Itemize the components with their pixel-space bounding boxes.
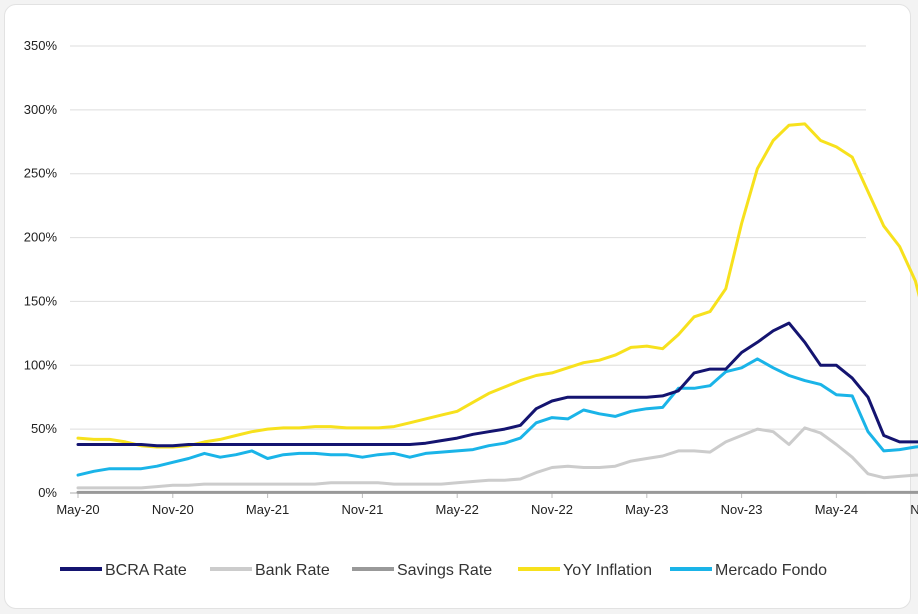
series-line-mercado-fondo	[76, 357, 918, 477]
y-tick-label: 300%	[24, 102, 58, 117]
series-line-bank-rate	[76, 426, 918, 490]
legend-label-mercado-fondo: Mercado Fondo	[715, 562, 827, 579]
y-axis-ticks: 0% 50% 100% 150% 200% 250% 300% 350%	[24, 38, 58, 500]
x-tick-label: Nov-23	[721, 502, 763, 517]
y-tick-label: 50%	[31, 421, 57, 436]
series-line-yoy-inflation	[76, 122, 918, 449]
x-tick-label: Nov-20	[152, 502, 194, 517]
gridlines	[70, 45, 866, 430]
chart-card	[4, 4, 911, 609]
x-tick-label: May-20	[56, 502, 99, 517]
x-tick-label: Nov-22	[531, 502, 573, 517]
y-tick-label: 150%	[24, 293, 58, 308]
x-tick-label: Nov-24	[910, 502, 918, 517]
x-tick-label: May-21	[246, 502, 289, 517]
x-tick-label: Nov-21	[341, 502, 383, 517]
x-tick-label: May-22	[436, 502, 479, 517]
series-line-bcra-rate	[76, 321, 918, 448]
series-line-savings-rate	[76, 490, 918, 494]
y-tick-label: 0%	[38, 485, 57, 500]
y-tick-label: 100%	[24, 357, 58, 372]
series-lines	[76, 122, 918, 494]
legend-label-savings-rate: Savings Rate	[397, 562, 492, 579]
legend-label-bcra-rate: BCRA Rate	[105, 562, 187, 579]
legend-label-bank-rate: Bank Rate	[255, 562, 330, 579]
y-tick-label: 350%	[24, 38, 58, 53]
x-tick-label: May-24	[815, 502, 858, 517]
y-tick-label: 200%	[24, 230, 58, 245]
legend: BCRA Rate Bank Rate Savings Rate YoY Inflat…	[60, 562, 827, 579]
y-tick-label: 250%	[24, 166, 58, 181]
x-tick-label: May-23	[625, 502, 668, 517]
x-axis-ticks: May-20 Nov-20 May-21 Nov-21 May-22 Nov-22 May-…	[56, 493, 918, 517]
legend-label-yoy-inflation: YoY Inflation	[563, 562, 652, 579]
